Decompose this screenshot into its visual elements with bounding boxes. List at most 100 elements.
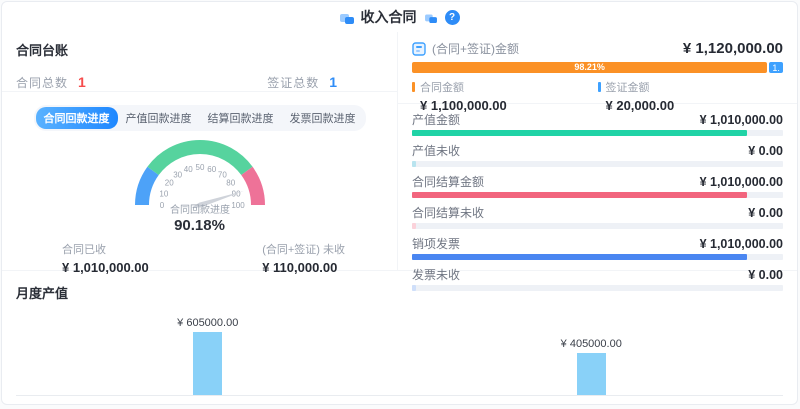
metric-row: 销项发票 ¥ 1,010,000.00 <box>412 235 783 260</box>
progress-tabs: 合同回款进度 产值回款进度 结算回款进度 发票回款进度 <box>33 105 366 131</box>
ledger-stat-label: 合同总数 <box>16 76 69 90</box>
contract-squares-icon <box>339 11 354 24</box>
unreceived-value: ¥ 110,000.00 <box>262 260 338 275</box>
metric-bar-track <box>412 254 783 260</box>
metric-row: 合同结算金额 ¥ 1,010,000.00 <box>412 173 783 198</box>
metric-label: 销项发票 <box>412 237 461 251</box>
metric-value: ¥ 1,010,000.00 <box>699 236 783 251</box>
metric-value: ¥ 0.00 <box>748 267 783 282</box>
ledger-stat: 签证总数 1 <box>267 74 337 91</box>
x-axis-label: 7月 <box>16 396 400 404</box>
gauge-tick-label: 50 <box>195 163 204 172</box>
ledger-stat: 合同总数 1 <box>16 74 86 91</box>
metric-row: 产值未收 ¥ 0.00 <box>412 142 783 167</box>
amount-summary: (合同+签证)金额 ¥ 1,120,000.00 98.21% 1. 合同金额 ¥… <box>398 32 797 113</box>
gauge-tick-label: 40 <box>183 165 192 174</box>
metric-label: 合同结算未收 <box>412 206 485 220</box>
tab-发票回款进度[interactable]: 发票回款进度 <box>282 107 364 129</box>
page-title: 收入合同 <box>360 9 417 25</box>
monthly-output-section: 月度产值 ¥ 605000.00 ¥ 405000.00 7月8月 <box>2 270 797 404</box>
metric-row-line: 发票未收 ¥ 0.00 <box>412 266 783 283</box>
legend-item: 合同金额 ¥ 1,100,000.00 <box>412 79 598 113</box>
gauge-segment <box>146 140 253 176</box>
metric-row: 合同结算未收 ¥ 0.00 <box>412 204 783 229</box>
amount-legend: 合同金额 ¥ 1,100,000.00 签证金额 ¥ 20,000.00 <box>412 79 783 113</box>
gauge-chart: 0102030405060708090100合同回款进度 90.18% 合同已收… <box>2 135 397 275</box>
ledger-stat-value: 1 <box>78 74 86 90</box>
received-label: 合同已收 <box>62 244 106 256</box>
received-cell: 合同已收 ¥ 1,010,000.00 <box>62 241 149 275</box>
gauge-segment <box>240 166 265 206</box>
contract-ledger: 合同台账 合同总数 1 签证总数 1 <box>2 32 397 92</box>
tab-合同回款进度[interactable]: 合同回款进度 <box>35 107 118 129</box>
bar[interactable] <box>193 332 223 395</box>
metric-bar-track <box>412 130 783 136</box>
monthly-title: 月度产值 <box>16 286 69 301</box>
metric-bar-fill <box>412 130 747 136</box>
gauge-segment <box>134 166 159 206</box>
amount-total: ¥ 1,120,000.00 <box>682 40 783 57</box>
metric-label: 发票未收 <box>412 268 461 282</box>
metric-row-line: 合同结算金额 ¥ 1,010,000.00 <box>412 173 783 190</box>
amount-progress-bar: 98.21% 1. <box>412 62 783 73</box>
tab-结算回款进度[interactable]: 结算回款进度 <box>200 107 282 129</box>
bar-cell: ¥ 405000.00 <box>400 308 784 395</box>
legend-item: 签证金额 ¥ 20,000.00 <box>597 79 784 113</box>
right-panel: (合同+签证)金额 ¥ 1,120,000.00 98.21% 1. 合同金额 ¥… <box>397 32 797 291</box>
metric-bar-track <box>412 285 783 291</box>
gauge-tick-label: 60 <box>207 165 216 174</box>
legend-color-tick <box>597 82 601 92</box>
help-icon[interactable]: ? <box>444 9 460 25</box>
gauge-tick-label: 10 <box>159 189 168 198</box>
metric-bar-fill <box>412 192 747 198</box>
gauge-tick-label: 100 <box>231 201 245 210</box>
metric-bar-fill <box>412 161 417 167</box>
main-area: 合同台账 合同总数 1 签证总数 1 合同回款进度 产值回款进度 结算回款进度 发票回款进度… <box>2 32 797 291</box>
ledger-stat-value: 1 <box>329 74 337 90</box>
metric-row-line: 产值未收 ¥ 0.00 <box>412 142 783 159</box>
legend-label-row: 签证金额 <box>597 79 784 95</box>
bar[interactable] <box>576 353 606 395</box>
bar-value-label: ¥ 405000.00 <box>560 338 622 350</box>
legend-value: ¥ 1,100,000.00 <box>420 98 507 113</box>
contract-amount-segment: 98.21% <box>412 62 768 73</box>
metric-value: ¥ 1,010,000.00 <box>699 174 783 189</box>
tab-产值回款进度[interactable]: 产值回款进度 <box>118 107 200 129</box>
metric-bar-track <box>412 223 783 229</box>
legend-label-row: 合同金额 <box>412 79 598 95</box>
metric-bar-fill <box>412 285 417 291</box>
gauge-tick-label: 70 <box>217 170 226 179</box>
metric-row-line: 合同结算未收 ¥ 0.00 <box>412 204 783 221</box>
gauge-needle <box>190 191 244 208</box>
metric-row-line: 产值金额 ¥ 1,010,000.00 <box>412 111 783 128</box>
gauge-svg: 0102030405060708090100合同回款进度 <box>134 140 265 216</box>
gauge-tick-label: 0 <box>159 201 164 210</box>
bar-cell: ¥ 605000.00 <box>16 308 400 395</box>
amount-icon <box>412 41 426 56</box>
amount-title: (合同+签证)金额 <box>432 42 520 56</box>
gauge-title: 合同回款进度 <box>170 203 230 216</box>
metric-row: 产值金额 ¥ 1,010,000.00 <box>412 111 783 136</box>
unreceived-label: (合同+签证) 未收 <box>262 244 345 256</box>
unreceived-cell: (合同+签证) 未收 ¥ 110,000.00 <box>262 241 345 275</box>
metric-bar-fill <box>412 254 747 260</box>
monthly-x-axis: 7月8月 <box>16 396 784 404</box>
gauge-tick-label: 20 <box>164 179 173 188</box>
contract-squares-icon <box>424 11 437 23</box>
ledger-stat-label: 签证总数 <box>267 76 320 90</box>
ledger-stats: 合同总数 1 签证总数 1 <box>16 74 383 91</box>
gauge-tick-label: 80 <box>226 179 235 188</box>
metric-row: 发票未收 ¥ 0.00 <box>412 266 783 291</box>
metric-value: ¥ 0.00 <box>748 143 783 158</box>
metric-value: ¥ 1,010,000.00 <box>699 112 783 127</box>
gauge-value: 90.18% <box>174 217 225 234</box>
left-panel: 合同台账 合同总数 1 签证总数 1 合同回款进度 产值回款进度 结算回款进度 发票回款进度… <box>2 32 397 275</box>
metric-bar-track <box>412 192 783 198</box>
legend-value: ¥ 20,000.00 <box>605 98 675 113</box>
gauge-summary: 合同已收 ¥ 1,010,000.00 (合同+签证) 未收 ¥ 110,000… <box>2 241 397 275</box>
x-axis-label: 8月 <box>400 396 784 404</box>
metric-row-line: 销项发票 ¥ 1,010,000.00 <box>412 235 783 252</box>
monthly-bar-chart: ¥ 605000.00 ¥ 405000.00 <box>16 308 783 396</box>
legend-label: 合同金额 <box>420 82 464 94</box>
